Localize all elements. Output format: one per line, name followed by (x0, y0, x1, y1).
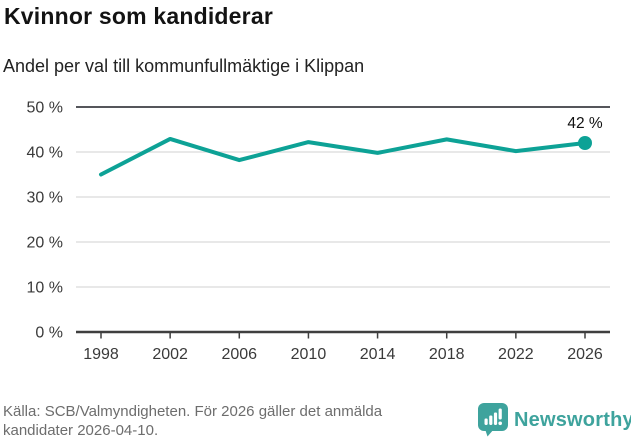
end-point-marker (578, 136, 592, 150)
x-tick-label: 2018 (429, 346, 465, 363)
chart-title: Kvinnor som kandiderar (4, 3, 273, 29)
chart-subtitle: Andel per val till kommunfullmäktige i K… (3, 56, 365, 76)
x-tick-label: 2014 (360, 346, 396, 363)
source-note: Källa: SCB/Valmyndigheten. För 2026 gäll… (3, 403, 383, 439)
y-tick-label: 30 % (27, 190, 63, 207)
x-tick-label: 2006 (221, 346, 257, 363)
y-tick-label: 40 % (27, 145, 63, 162)
end-value-label: 42 % (567, 115, 603, 132)
x-tick-label: 1998 (83, 346, 119, 363)
x-tick-label: 2022 (498, 346, 534, 363)
newsworthy-brand-text: Newsworthy (514, 408, 631, 431)
line-chart: 0 % 10 % 20 % 30 % 40 % 50 % 1998 2002 2006 2010 2… (27, 100, 610, 363)
newsworthy-logo: Newsworthy (478, 403, 631, 437)
x-tick-label: 2026 (567, 346, 603, 363)
trend-line (99, 136, 587, 177)
y-tick-label: 20 % (27, 235, 63, 252)
y-tick-label: 0 % (35, 325, 63, 342)
newsworthy-logo-icon (478, 403, 508, 437)
y-tick-label: 10 % (27, 280, 63, 297)
x-tick-label: 2002 (152, 346, 188, 363)
x-tick-label: 2010 (291, 346, 327, 363)
y-tick-label: 50 % (27, 100, 63, 117)
